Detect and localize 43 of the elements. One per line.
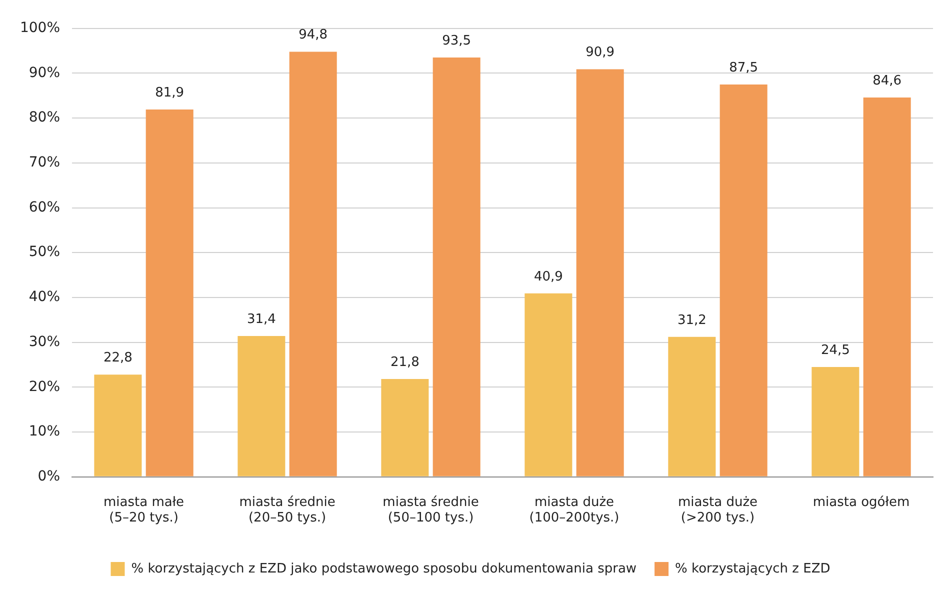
- y-tick-label: 50%: [28, 244, 60, 260]
- bar: [146, 110, 194, 476]
- x-tick-label: miasta duże (100–200tys.): [529, 494, 620, 526]
- x-tick-label: miasta małe (5–20 tys.): [104, 494, 184, 526]
- data-label: 84,6: [872, 73, 902, 88]
- data-label: 24,5: [820, 342, 850, 358]
- bar: [94, 374, 142, 476]
- y-tick-label: 40%: [28, 289, 60, 306]
- bar: [289, 52, 337, 476]
- y-tick-label: 80%: [28, 110, 60, 126]
- bar: [524, 293, 572, 476]
- data-label: 87,5: [729, 60, 758, 76]
- y-tick-label: 60%: [28, 199, 60, 216]
- data-label: 31,2: [677, 312, 706, 328]
- bar: [432, 58, 480, 476]
- bar: [238, 336, 286, 476]
- bar: [720, 84, 768, 476]
- bar: [668, 336, 716, 476]
- data-label: 21,8: [390, 354, 420, 370]
- y-tick-label: 100%: [20, 20, 60, 36]
- data-label: 93,5: [442, 33, 472, 48]
- y-tick-label: 10%: [28, 424, 60, 440]
- legend-label: % korzystających z EZD jako podstawowego sposobu dokumentowania spraw: [131, 561, 637, 576]
- data-label: 81,9: [155, 85, 184, 100]
- y-tick-label: 30%: [28, 334, 60, 350]
- data-label: 31,4: [246, 312, 276, 327]
- y-tick-label: 90%: [28, 64, 60, 81]
- bar: [863, 97, 911, 476]
- legend-label: % korzystających z EZD: [675, 561, 830, 576]
- data-label: 22,8: [103, 350, 132, 366]
- data-label: 90,9: [586, 45, 615, 60]
- bar: [576, 69, 624, 476]
- data-label: 40,9: [534, 269, 563, 284]
- y-tick-label: 70%: [28, 154, 60, 171]
- x-tick-label: miasta ogółem: [812, 494, 910, 510]
- x-tick-label: miasta duże (>200 tys.): [678, 494, 758, 526]
- y-tick-label: 0%: [38, 468, 60, 484]
- bar: [381, 379, 429, 476]
- bar: [812, 366, 860, 476]
- x-tick-label: miasta średnie (50–100 tys.): [382, 494, 479, 526]
- y-tick-label: 20%: [28, 378, 60, 395]
- data-label: 94,8: [298, 28, 328, 43]
- x-tick-label: miasta średnie (20–50 tys.): [239, 494, 336, 526]
